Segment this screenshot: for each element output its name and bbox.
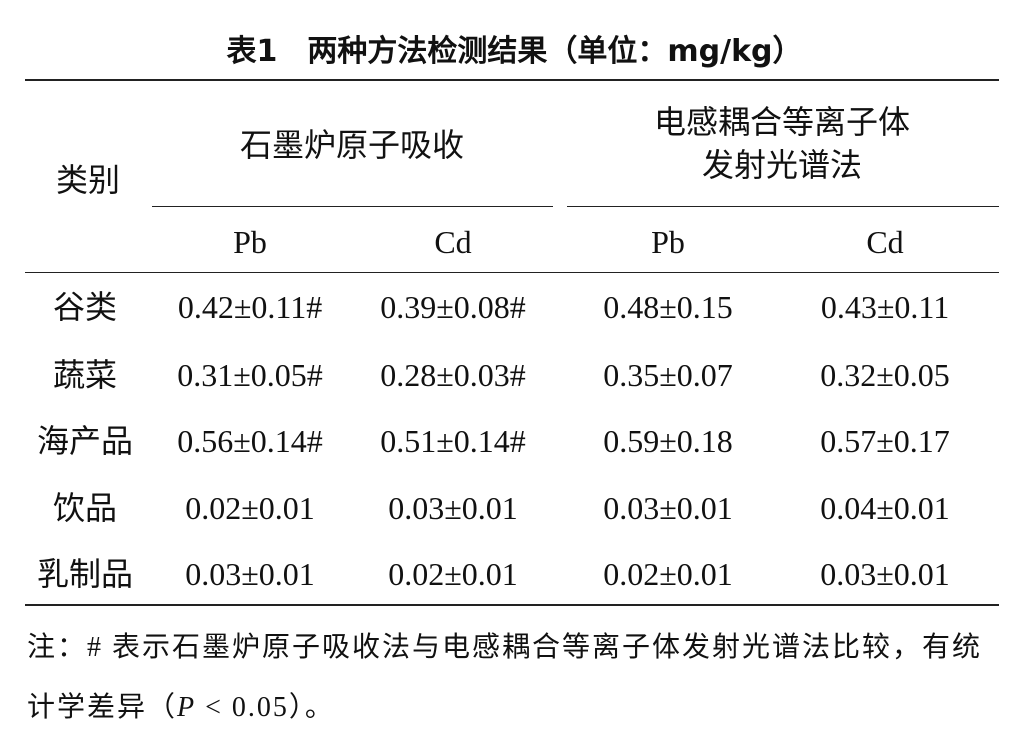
table-cell: 0.51±0.14# (380, 423, 526, 459)
table-cell: 0.42±0.11# (177, 289, 323, 325)
table-cell: 0.03±0.01 (185, 556, 315, 592)
top-rule (25, 79, 999, 81)
table-cell: 0.59±0.18 (603, 423, 733, 459)
table-cell: 0.35±0.07 (603, 357, 733, 393)
group-rule (152, 206, 553, 207)
row-label: 海产品 (36, 423, 134, 459)
table-cell: 0.39±0.08# (380, 289, 526, 325)
row-label: 乳制品 (36, 556, 134, 592)
note-tail: < 0.05）。 (196, 692, 335, 723)
column-header: Pb (651, 224, 685, 260)
table-cell: 0.03±0.01 (820, 556, 950, 592)
column-header: Cd (434, 224, 472, 260)
table-cell: 0.43±0.11 (820, 289, 950, 325)
column-header: Pb (233, 224, 267, 260)
table-cell: 0.32±0.05 (820, 357, 950, 393)
group-header: 石墨炉原子吸收 (239, 127, 465, 163)
table-cell: 0.57±0.17 (820, 423, 950, 459)
table-cell: 0.56±0.14# (177, 423, 323, 459)
table-cell: 0.03±0.01 (388, 490, 518, 526)
table-cell: 0.02±0.01 (603, 556, 733, 592)
group-header: 电感耦合等离子体发射光谱法 (653, 104, 910, 183)
row-label: 谷类 (52, 289, 118, 325)
table-cell: 0.31±0.05# (177, 357, 323, 393)
row-label: 蔬菜 (52, 357, 118, 393)
row-header: 类别 (55, 162, 121, 198)
note-p: P (177, 692, 197, 723)
group-rule (567, 206, 999, 207)
header-rule (25, 272, 999, 273)
table-cell: 0.04±0.01 (820, 490, 950, 526)
table-cell: 0.28±0.03# (380, 357, 526, 393)
table-cell: 0.02±0.01 (388, 556, 518, 592)
bottom-rule (25, 604, 999, 606)
table-cell: 0.02±0.01 (185, 490, 315, 526)
column-header: Cd (866, 224, 904, 260)
table-cell: 0.03±0.01 (603, 490, 733, 526)
note-text: 注：# 表示石墨炉原子吸收法与电感耦合等离子体发射光谱法比较，有统计学差异（ (27, 632, 983, 723)
row-label: 饮品 (52, 490, 118, 526)
table-title: 表1 两种方法检测结果（单位：mg/kg） (226, 34, 803, 69)
table-cell: 0.48±0.15 (603, 289, 733, 325)
table-note: 注：# 表示石墨炉原子吸收法与电感耦合等离子体发射光谱法比较，有统计学差异（P … (27, 618, 1002, 733)
